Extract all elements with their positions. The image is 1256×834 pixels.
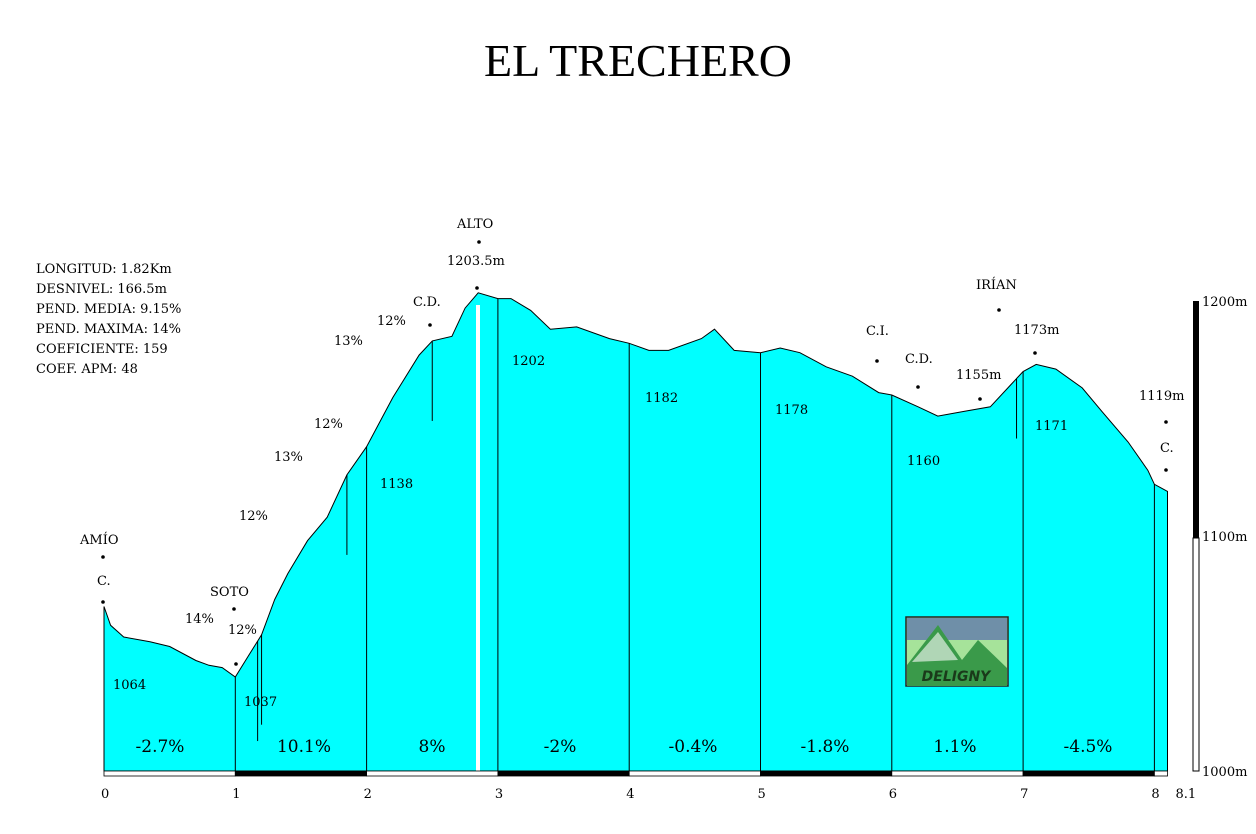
logo-text: DELIGNY	[922, 669, 993, 685]
place-irian-alt: 1173m	[1014, 323, 1059, 338]
scale-label-bottom: 1000m	[1202, 765, 1247, 780]
distance-bar-segment-7	[891, 770, 1024, 777]
x-tick-1: 1	[232, 787, 240, 802]
alt-label-km1: 1037	[244, 695, 277, 710]
slope-label-7: 12%	[377, 314, 406, 329]
place-1155: 1155m	[956, 368, 1001, 383]
scale-label-mid: 1100m	[1202, 530, 1247, 545]
alt-label-km7: 1171	[1035, 419, 1068, 434]
alt-label-km3: 1202	[512, 354, 545, 369]
x-tick-4: 4	[626, 787, 634, 802]
stat-desnivel: DESNIVEL: 166.5m	[36, 282, 167, 297]
x-tick-6: 6	[889, 787, 897, 802]
alt-label-km4: 1182	[645, 391, 678, 406]
slope-marks	[257, 340, 1018, 742]
grad-seg-7: 1.1%	[933, 737, 976, 757]
x-tick-8: 8	[1151, 787, 1159, 802]
grad-seg-5: -0.4%	[669, 737, 718, 757]
scale-label-top: 1200m	[1202, 295, 1247, 310]
place-dots	[101, 240, 1168, 666]
distance-bar-segment-4	[497, 770, 630, 777]
altitude-scale: 1200m 1100m 1000m	[1192, 295, 1247, 780]
stat-coeficiente: COEFICIENTE: 159	[36, 342, 168, 357]
grad-seg-2: 10.1%	[277, 737, 331, 757]
place-alto: ALTO	[456, 217, 493, 232]
place-ci: C.I.	[866, 324, 889, 339]
slope-label-2: 12%	[228, 623, 257, 638]
chart-title: EL TRECHERO	[484, 35, 792, 86]
grad-seg-3: 8%	[419, 737, 446, 757]
km-lines	[234, 298, 1155, 771]
distance-bar-segment-3	[366, 770, 499, 777]
slope-label-3: 12%	[239, 509, 268, 524]
stat-pend-media: PEND. MEDIA: 9.15%	[36, 302, 181, 317]
place-amio: AMÍO	[79, 532, 119, 548]
alt-label-km2: 1138	[380, 477, 413, 492]
x-tick-2: 2	[364, 787, 372, 802]
slope-label-6: 13%	[334, 334, 363, 349]
place-cd-1: C.D.	[413, 295, 441, 310]
x-tick-7: 7	[1020, 787, 1028, 802]
x-tick-8.1: 8.1	[1176, 787, 1197, 802]
alt-label-start: 1064	[113, 678, 146, 693]
distance-bar	[103, 770, 1168, 777]
stat-pend-maxima: PEND. MAXIMA: 14%	[36, 322, 181, 337]
place-alto-alt: 1203.5m	[447, 254, 505, 269]
place-cd-2: C.D.	[905, 352, 933, 367]
distance-bar-segment-5	[628, 770, 761, 777]
grad-seg-1: -2.7%	[136, 737, 185, 757]
x-tick-0: 0	[101, 787, 109, 802]
place-end-alt: 1119m	[1139, 389, 1184, 404]
grad-seg-4: -2%	[544, 737, 577, 757]
slope-label-1: 14%	[185, 612, 214, 627]
slope-label-4: 13%	[274, 450, 303, 465]
alt-label-km6: 1160	[907, 454, 940, 469]
grad-seg-6: -1.8%	[801, 737, 850, 757]
stat-longitud: LONGITUD: 1.82Km	[36, 262, 172, 277]
x-tick-3: 3	[495, 787, 503, 802]
slope-label-5: 12%	[314, 417, 343, 432]
x-axis-ticks: 0 1 2 3 4 5 6 7 8 8.1	[101, 787, 1196, 802]
place-amio-sub: C.	[97, 574, 111, 589]
distance-bar-segment-1	[103, 770, 236, 777]
place-irian: IRÍAN	[976, 277, 1017, 293]
distance-bar-segment-2	[234, 770, 368, 777]
stat-coef-apm: COEF. APM: 48	[36, 362, 138, 377]
distance-bar-segment-6	[760, 770, 893, 777]
grad-seg-8: -4.5%	[1064, 737, 1113, 757]
x-tick-5: 5	[758, 787, 766, 802]
place-soto: SOTO	[210, 585, 249, 600]
stats-block: LONGITUD: 1.82Km DESNIVEL: 166.5m PEND. …	[36, 262, 181, 377]
distance-bar-segment-8	[1022, 770, 1155, 777]
profile-area	[103, 292, 1168, 772]
alt-label-km5: 1178	[775, 403, 808, 418]
distance-bar-segment-9	[1154, 770, 1168, 777]
place-end-sub: C.	[1160, 441, 1174, 456]
deligny-logo: DELIGNY	[905, 616, 1009, 687]
